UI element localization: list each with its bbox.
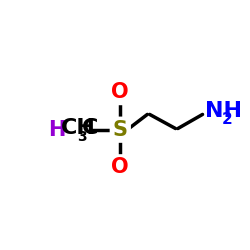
Text: 3: 3	[77, 130, 87, 144]
Text: S: S	[113, 120, 128, 140]
Text: O: O	[112, 157, 129, 177]
Text: CH: CH	[61, 118, 96, 138]
Text: NH: NH	[205, 101, 242, 121]
Text: O: O	[112, 82, 129, 102]
Text: C: C	[82, 118, 98, 138]
Text: H: H	[48, 120, 66, 140]
Text: 2: 2	[222, 112, 232, 127]
